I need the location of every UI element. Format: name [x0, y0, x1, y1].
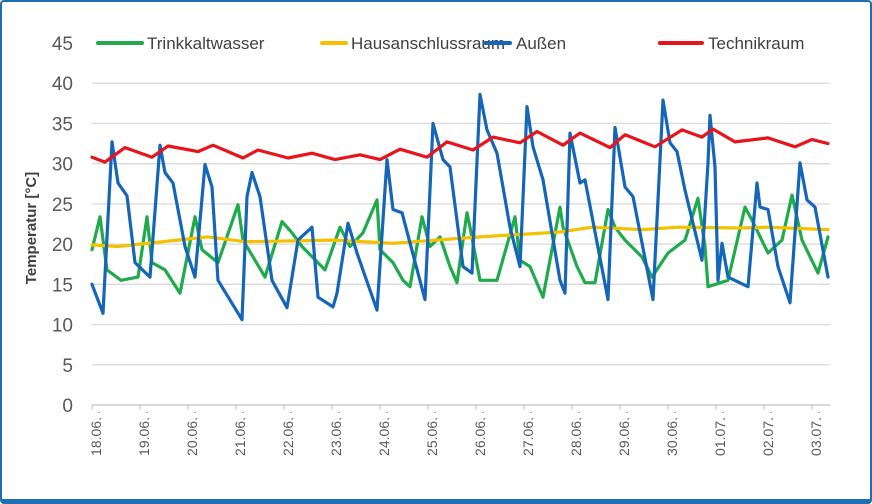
y-tick-label: 30	[52, 155, 73, 176]
legend-label: Hausanschlussraum	[351, 34, 505, 53]
legend-item: Trinkkaltwasser	[96, 34, 265, 53]
y-tick-label: 0	[62, 396, 73, 417]
series-line-technikraum	[90, 127, 830, 164]
legend-item: Technikraum	[658, 34, 804, 53]
legend-label: Technikraum	[708, 34, 804, 53]
legend-label: Außen	[516, 34, 566, 53]
x-tick-dot: .	[338, 405, 341, 416]
x-tick-dot: .	[98, 405, 101, 416]
x-tick-label: 22.06.	[280, 417, 296, 456]
x-tick-label: 29.06.	[616, 417, 632, 456]
x-tick-dot: .	[674, 405, 677, 416]
x-tick-label: 21.06.	[232, 417, 248, 456]
y-tick-label: 5	[62, 356, 73, 377]
y-tick-label: 15	[52, 275, 73, 296]
x-tick-label: 25.06.	[424, 417, 440, 456]
x-tick-dot: .	[146, 405, 149, 416]
x-tick-dot: .	[530, 405, 533, 416]
legend: Trinkkaltwasser Hausanschlussraum Außen Tec…	[96, 34, 804, 53]
x-tick-label: 23.06.	[328, 417, 344, 456]
x-tick-dot: .	[242, 405, 245, 416]
x-tick-label: 18.06.	[88, 417, 104, 456]
series-lines	[90, 92, 830, 322]
y-tick-label: 35	[52, 114, 73, 135]
legend-item: Hausanschlussraum	[320, 34, 505, 53]
x-tick-dot: .	[482, 405, 485, 416]
x-tick-dot: .	[290, 405, 293, 416]
y-tick-label: 25	[52, 195, 73, 216]
x-tick-label: 01.07.	[712, 417, 728, 456]
x-tick-label: 27.06.	[520, 417, 536, 456]
x-tick-dot: .	[770, 405, 773, 416]
x-tick-label: 30.06.	[664, 417, 680, 456]
x-tick-dot: .	[434, 405, 437, 416]
x-tick-dot: .	[578, 405, 581, 416]
y-axis-ticks: 0 5 10 15 20 25 30 35 40 45	[52, 34, 73, 417]
y-axis-title: Temperatur [°C]	[23, 172, 40, 284]
x-tick-dot: .	[722, 405, 725, 416]
x-tick-dot: .	[626, 405, 629, 416]
y-tick-label: 40	[52, 74, 73, 95]
y-tick-label: 45	[52, 34, 73, 55]
legend-item: Außen	[483, 34, 566, 53]
x-tick-dot: .	[386, 405, 389, 416]
series-line-außen	[90, 92, 830, 322]
x-tick-label: 28.06.	[568, 417, 584, 456]
x-tick-label: 19.06.	[136, 417, 152, 456]
x-tick-dot: .	[818, 405, 821, 416]
legend-label: Trinkkaltwasser	[147, 34, 265, 53]
x-tick-label: 03.07.	[808, 417, 824, 456]
x-tick-label: 20.06.	[184, 417, 200, 456]
y-tick-label: 10	[52, 316, 73, 337]
x-tick-dot: .	[194, 405, 197, 416]
x-tick-label: 24.06.	[376, 417, 392, 456]
x-tick-label: 26.06.	[472, 417, 488, 456]
y-tick-label: 20	[52, 235, 73, 256]
x-tick-label: 02.07.	[760, 417, 776, 456]
x-axis-ticks: .18.06..19.06..20.06..21.06..22.06..23.0…	[88, 405, 824, 456]
